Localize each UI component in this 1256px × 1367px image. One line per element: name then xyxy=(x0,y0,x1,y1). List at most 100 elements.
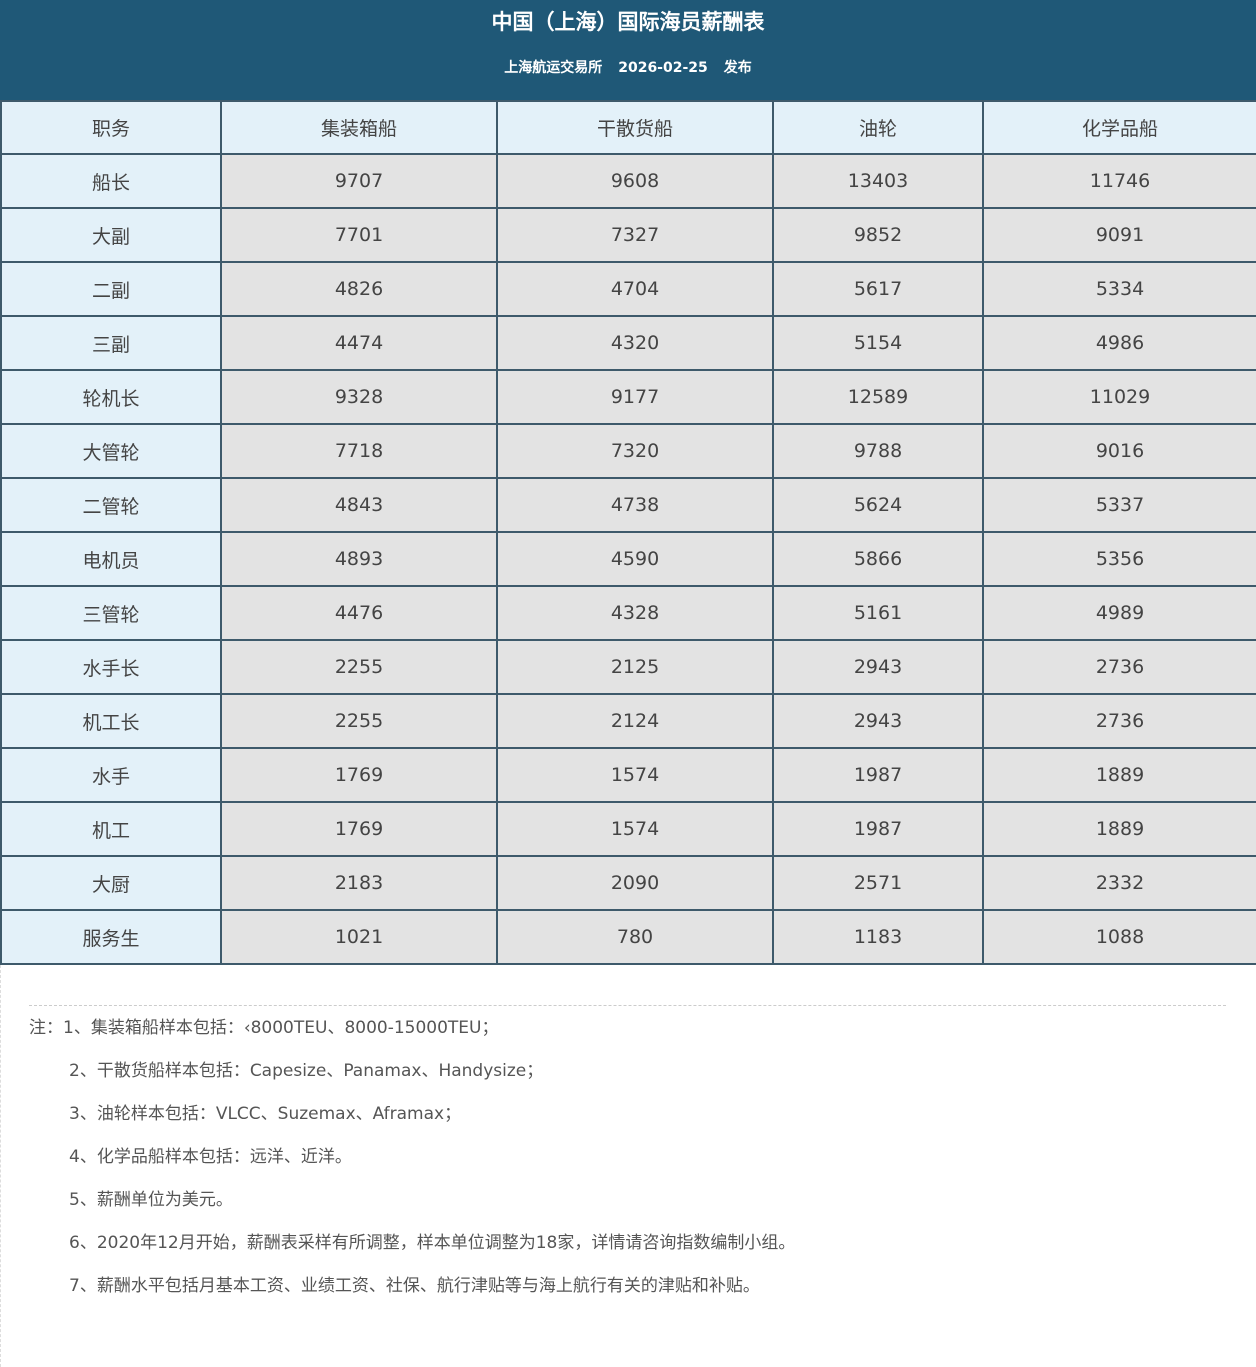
salary-cell: 2736 xyxy=(982,639,1256,695)
salary-cell: 4989 xyxy=(982,585,1256,641)
salary-cell: 7701 xyxy=(220,207,498,263)
table-row: 二副 4826 4704 5617 5334 xyxy=(0,261,1256,317)
salary-cell: 5334 xyxy=(982,261,1256,317)
salary-cell: 1021 xyxy=(220,909,498,965)
salary-table: 职务 集装箱船 干散货船 油轮 化学品船 船长 9707 9608 13403 11746 大副 7… xyxy=(0,100,1256,965)
note-item: 7、薪酬水平包括月基本工资、业绩工资、社保、航行津贴等与海上航行有关的津贴和补贴… xyxy=(69,1276,760,1296)
salary-cell: 2571 xyxy=(772,855,984,911)
table-row: 机工 1769 1574 1987 1889 xyxy=(0,801,1256,857)
salary-cell: 1574 xyxy=(496,747,774,803)
salary-cell: 5624 xyxy=(772,477,984,533)
salary-cell: 5337 xyxy=(982,477,1256,533)
salary-cell: 9177 xyxy=(496,369,774,425)
note-item: 4、化学品船样本包括：远洋、近洋。 xyxy=(69,1147,352,1167)
salary-cell: 7718 xyxy=(220,423,498,479)
role-cell: 轮机长 xyxy=(0,369,222,425)
salary-cell: 4704 xyxy=(496,261,774,317)
role-cell: 三管轮 xyxy=(0,585,222,641)
salary-cell: 4738 xyxy=(496,477,774,533)
table-row: 轮机长 9328 9177 12589 11029 xyxy=(0,369,1256,425)
role-cell: 机工 xyxy=(0,801,222,857)
publish-action: 发布 xyxy=(723,60,752,76)
page-header: 中国（上海）国际海员薪酬表 上海航运交易所 2026-02-25 发布 xyxy=(0,0,1256,100)
salary-cell: 1889 xyxy=(982,801,1256,857)
column-header: 干散货船 xyxy=(496,100,774,155)
page-title: 中国（上海）国际海员薪酬表 xyxy=(491,10,765,34)
salary-cell: 4328 xyxy=(496,585,774,641)
publisher: 上海航运交易所 xyxy=(504,60,603,76)
role-cell: 水手长 xyxy=(0,639,222,695)
salary-cell: 1769 xyxy=(220,801,498,857)
salary-cell: 7320 xyxy=(496,423,774,479)
salary-cell: 2255 xyxy=(220,639,498,695)
salary-cell: 1769 xyxy=(220,747,498,803)
table-row: 电机员 4893 4590 5866 5356 xyxy=(0,531,1256,587)
salary-cell: 4986 xyxy=(982,315,1256,371)
table-row: 服务生 1021 780 1183 1088 xyxy=(0,909,1256,965)
role-cell: 电机员 xyxy=(0,531,222,587)
table-row: 三副 4474 4320 5154 4986 xyxy=(0,315,1256,371)
table-row: 水手 1769 1574 1987 1889 xyxy=(0,747,1256,803)
divider xyxy=(29,1005,1226,1006)
salary-cell: 2943 xyxy=(772,639,984,695)
salary-cell: 1987 xyxy=(772,747,984,803)
salary-cell: 9608 xyxy=(496,153,774,209)
table-row: 船长 9707 9608 13403 11746 xyxy=(0,153,1256,209)
salary-cell: 4474 xyxy=(220,315,498,371)
column-header: 职务 xyxy=(0,100,222,155)
salary-cell: 5356 xyxy=(982,531,1256,587)
salary-cell: 7327 xyxy=(496,207,774,263)
salary-cell: 2943 xyxy=(772,693,984,749)
salary-cell: 2255 xyxy=(220,693,498,749)
salary-cell: 1088 xyxy=(982,909,1256,965)
column-header: 集装箱船 xyxy=(220,100,498,155)
salary-cell: 9016 xyxy=(982,423,1256,479)
salary-cell: 9707 xyxy=(220,153,498,209)
table-row: 机工长 2255 2124 2943 2736 xyxy=(0,693,1256,749)
salary-cell: 5617 xyxy=(772,261,984,317)
salary-cell: 9091 xyxy=(982,207,1256,263)
table-row: 三管轮 4476 4328 5161 4989 xyxy=(0,585,1256,641)
column-header: 化学品船 xyxy=(982,100,1256,155)
role-cell: 机工长 xyxy=(0,693,222,749)
publish-date: 2026-02-25 xyxy=(618,60,708,76)
table-row: 大副 7701 7327 9852 9091 xyxy=(0,207,1256,263)
salary-cell: 2124 xyxy=(496,693,774,749)
role-cell: 大副 xyxy=(0,207,222,263)
salary-cell: 1574 xyxy=(496,801,774,857)
column-header: 油轮 xyxy=(772,100,984,155)
salary-cell: 4590 xyxy=(496,531,774,587)
role-cell: 大管轮 xyxy=(0,423,222,479)
table-row: 水手长 2255 2125 2943 2736 xyxy=(0,639,1256,695)
salary-cell: 1987 xyxy=(772,801,984,857)
salary-cell: 9852 xyxy=(772,207,984,263)
salary-cell: 13403 xyxy=(772,153,984,209)
salary-cell: 11029 xyxy=(982,369,1256,425)
salary-cell: 4826 xyxy=(220,261,498,317)
salary-cell: 2183 xyxy=(220,855,498,911)
salary-cell: 2736 xyxy=(982,693,1256,749)
salary-cell: 4476 xyxy=(220,585,498,641)
note-item: 3、油轮样本包括：VLCC、Suzemax、Aframax； xyxy=(69,1104,462,1124)
salary-cell: 780 xyxy=(496,909,774,965)
table-header-row: 职务 集装箱船 干散货船 油轮 化学品船 xyxy=(0,100,1256,155)
role-cell: 二副 xyxy=(0,261,222,317)
salary-cell: 11746 xyxy=(982,153,1256,209)
table-row: 大管轮 7718 7320 9788 9016 xyxy=(0,423,1256,479)
salary-cell: 2090 xyxy=(496,855,774,911)
salary-cell: 5866 xyxy=(772,531,984,587)
salary-cell: 1183 xyxy=(772,909,984,965)
salary-cell: 4843 xyxy=(220,477,498,533)
role-cell: 三副 xyxy=(0,315,222,371)
salary-cell: 9788 xyxy=(772,423,984,479)
note-item: 6、2020年12月开始，薪酬表采样有所调整，样本单位调整为18家，详情请咨询指… xyxy=(69,1233,796,1253)
salary-cell: 2125 xyxy=(496,639,774,695)
role-cell: 水手 xyxy=(0,747,222,803)
role-cell: 二管轮 xyxy=(0,477,222,533)
salary-cell: 1889 xyxy=(982,747,1256,803)
role-cell: 服务生 xyxy=(0,909,222,965)
note-item: 2、干散货船样本包括：Capesize、Panamax、Handysize； xyxy=(69,1061,544,1081)
salary-cell: 9328 xyxy=(220,369,498,425)
salary-cell: 2332 xyxy=(982,855,1256,911)
salary-cell: 5154 xyxy=(772,315,984,371)
